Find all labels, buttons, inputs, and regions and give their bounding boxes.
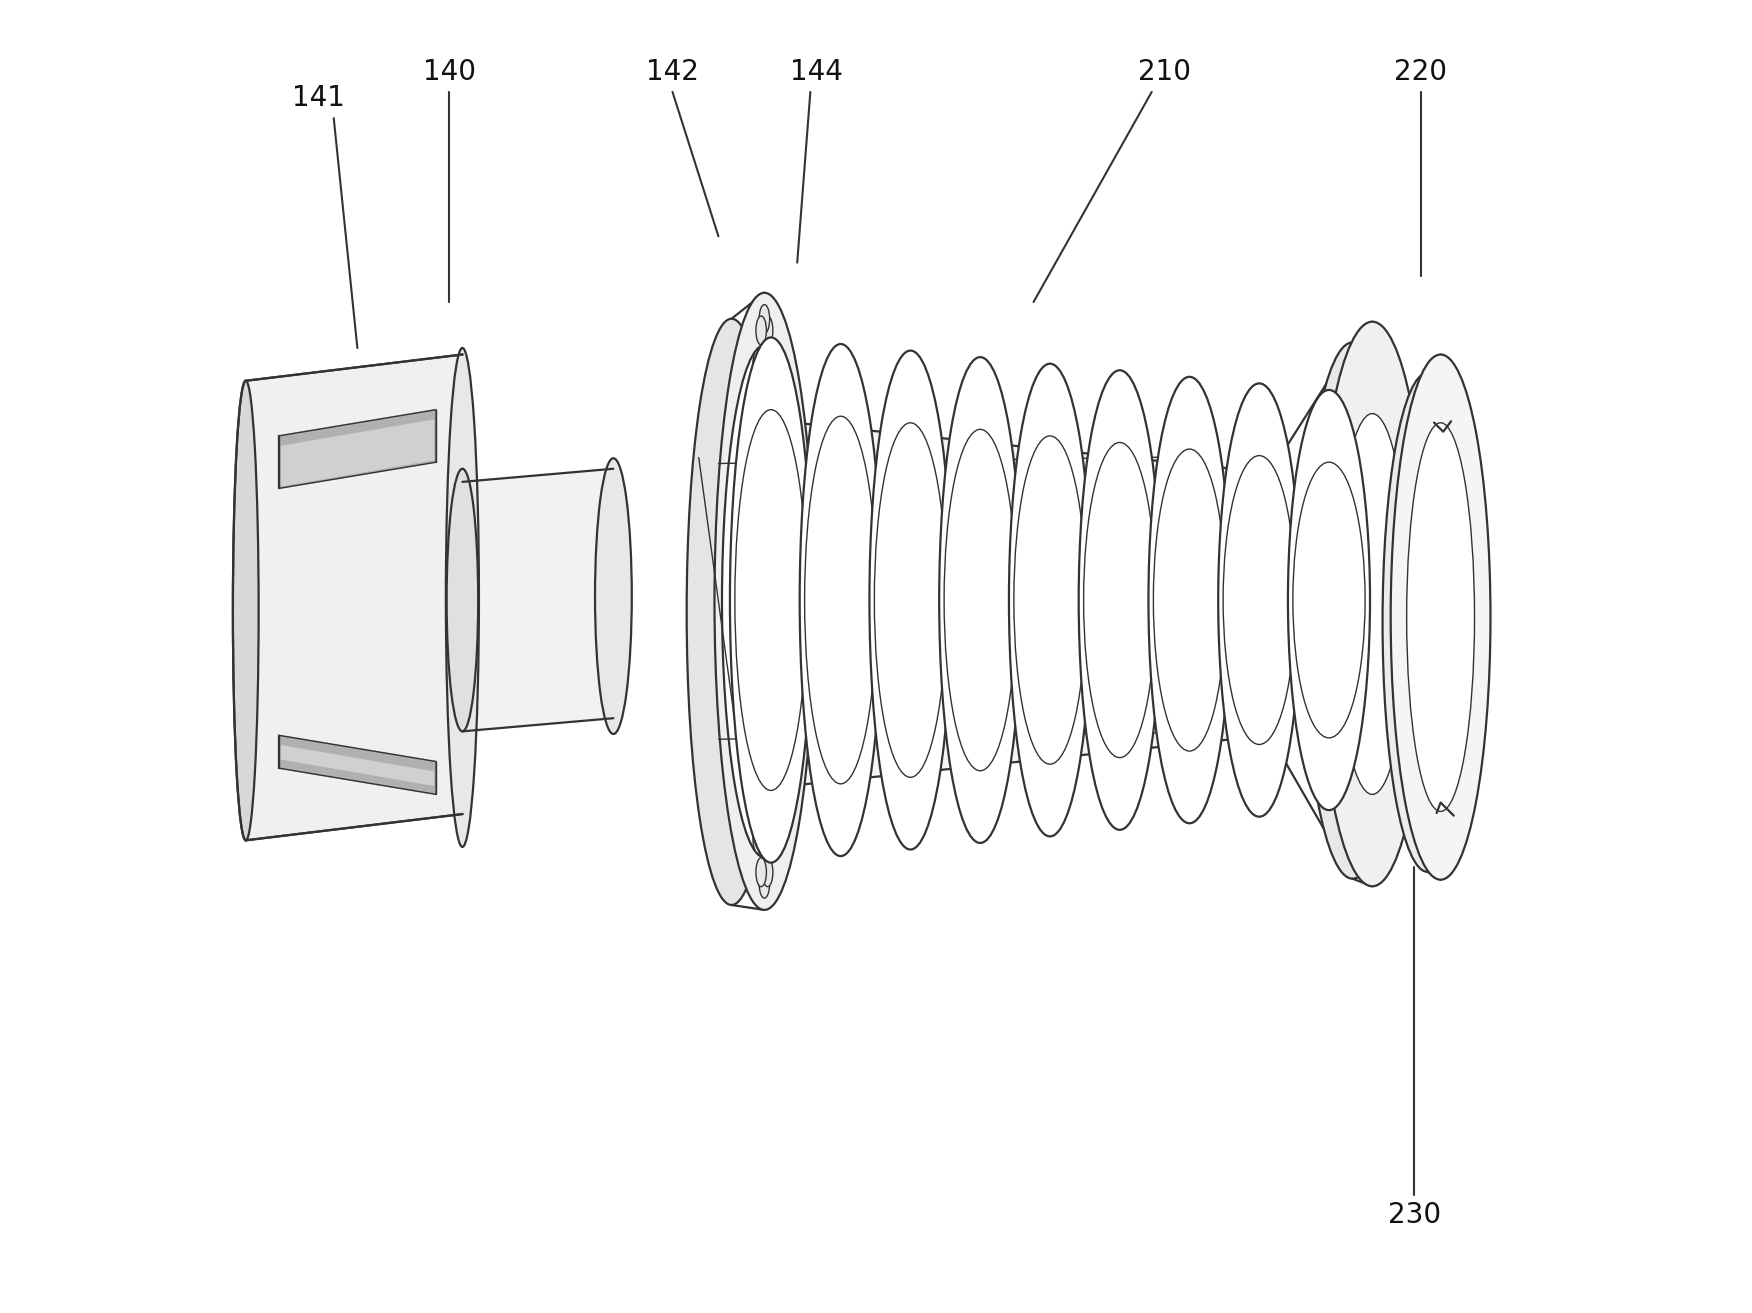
Ellipse shape [1223, 456, 1295, 744]
Ellipse shape [769, 704, 780, 733]
Ellipse shape [766, 825, 776, 853]
Ellipse shape [755, 857, 766, 886]
Ellipse shape [753, 349, 764, 378]
Ellipse shape [759, 305, 769, 334]
Ellipse shape [1318, 322, 1428, 886]
Ellipse shape [755, 316, 766, 345]
Ellipse shape [687, 319, 776, 905]
Ellipse shape [753, 825, 764, 853]
Ellipse shape [762, 857, 773, 886]
Text: 140: 140 [422, 58, 477, 87]
Ellipse shape [748, 628, 759, 656]
Ellipse shape [1149, 377, 1230, 823]
Polygon shape [282, 746, 433, 785]
Ellipse shape [771, 546, 781, 575]
Ellipse shape [869, 351, 951, 850]
Ellipse shape [1153, 449, 1226, 751]
Ellipse shape [1079, 370, 1162, 830]
Polygon shape [771, 420, 1270, 788]
Ellipse shape [799, 344, 881, 856]
Ellipse shape [750, 402, 760, 431]
Text: 142: 142 [646, 58, 699, 87]
Ellipse shape [1382, 373, 1472, 872]
Text: 210: 210 [1139, 58, 1191, 87]
Ellipse shape [1014, 436, 1086, 764]
Ellipse shape [804, 416, 876, 784]
Ellipse shape [1293, 462, 1365, 738]
Ellipse shape [1009, 364, 1091, 836]
Text: 144: 144 [790, 58, 843, 87]
Ellipse shape [874, 423, 946, 777]
Ellipse shape [750, 772, 760, 801]
Polygon shape [463, 469, 613, 731]
Text: 141: 141 [291, 84, 345, 113]
Ellipse shape [1218, 383, 1300, 817]
Ellipse shape [759, 869, 769, 898]
Ellipse shape [769, 470, 780, 499]
Ellipse shape [1391, 355, 1491, 880]
Ellipse shape [741, 463, 787, 739]
Ellipse shape [731, 337, 811, 863]
Text: 220: 220 [1395, 58, 1447, 87]
Ellipse shape [734, 410, 808, 790]
Ellipse shape [596, 458, 632, 734]
Ellipse shape [944, 429, 1016, 771]
Polygon shape [282, 420, 433, 486]
Ellipse shape [771, 628, 781, 656]
Ellipse shape [715, 293, 815, 910]
Ellipse shape [447, 469, 478, 731]
Ellipse shape [1084, 442, 1156, 758]
Ellipse shape [939, 357, 1021, 843]
Ellipse shape [233, 381, 259, 840]
Ellipse shape [762, 316, 773, 345]
Ellipse shape [445, 348, 478, 847]
Ellipse shape [767, 402, 778, 431]
Ellipse shape [1303, 343, 1402, 878]
Ellipse shape [748, 470, 759, 499]
Polygon shape [279, 410, 436, 488]
Ellipse shape [748, 546, 759, 575]
Ellipse shape [748, 704, 759, 733]
Polygon shape [245, 355, 463, 840]
Ellipse shape [767, 772, 778, 801]
Ellipse shape [1337, 414, 1409, 794]
Text: 230: 230 [1388, 1200, 1440, 1229]
Ellipse shape [766, 349, 776, 378]
Ellipse shape [1407, 423, 1475, 811]
Ellipse shape [1249, 473, 1291, 735]
Polygon shape [279, 735, 436, 794]
Ellipse shape [722, 345, 808, 857]
Ellipse shape [1288, 390, 1370, 810]
